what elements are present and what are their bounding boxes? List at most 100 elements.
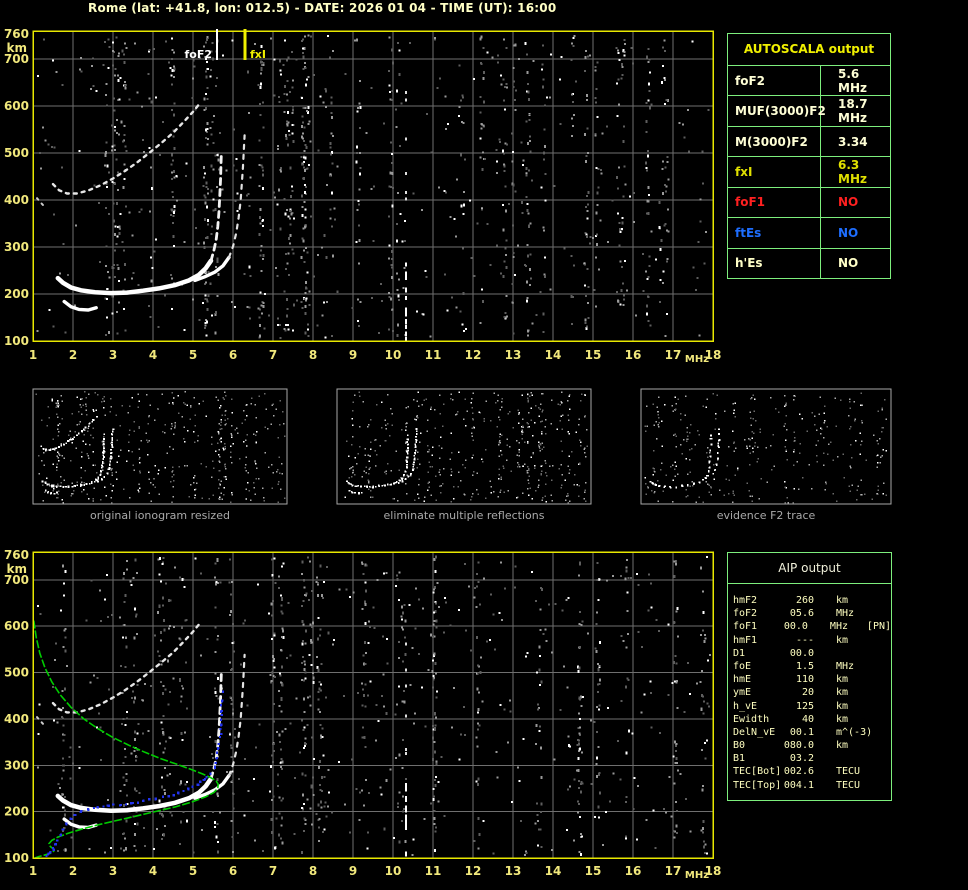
parameter-unit: TECU: [836, 779, 861, 791]
parameter-value: 3.34: [838, 134, 868, 149]
autoscala-row: h'Es NO: [728, 248, 890, 278]
aip-row: foF2 05.6 MHz: [733, 607, 891, 620]
aip-output-table: AIP output hmF2 260 km foF2 05.6 MHz foF1 00.0 M…: [727, 552, 892, 801]
parameter-label: hmE: [733, 674, 752, 686]
parameter-label: TEC[Top]: [733, 779, 782, 791]
svg-text:17: 17: [665, 864, 682, 878]
aip-table-title: AIP output: [728, 553, 891, 584]
parameter-value: 00.0: [783, 621, 808, 633]
svg-text:3: 3: [109, 348, 117, 362]
aip-row: hmF2 260 km: [733, 594, 891, 607]
aip-row: h_vE 125 km: [733, 700, 891, 713]
svg-text:100: 100: [4, 851, 29, 865]
parameter-label: D1: [733, 647, 746, 659]
svg-text:15: 15: [585, 348, 602, 362]
svg-text:11: 11: [425, 348, 442, 362]
aip-row: B0 080.0 km: [733, 739, 891, 752]
svg-text:10: 10: [385, 348, 402, 362]
parameter-unit: km: [836, 674, 849, 686]
parameter-label: hmF2: [733, 595, 758, 606]
parameter-label: B0: [733, 740, 746, 752]
svg-text:12: 12: [465, 348, 482, 362]
autoscala-row: fxI 6.3 MHz: [728, 157, 890, 188]
parameter-unit: km: [836, 634, 849, 646]
aip-table-rows: hmF2 260 km foF2 05.6 MHz foF1 00.0 MHz [PN] hmF1 -…: [728, 584, 891, 792]
parameter-label: foE: [733, 660, 752, 672]
parameter-unit: MHz: [836, 660, 855, 672]
aip-row: foE 1.5 MHz: [733, 660, 891, 673]
parameter-value: 1.5: [795, 660, 814, 672]
parameter-value: 40: [801, 713, 814, 725]
aip-row: B1 03.2: [733, 752, 891, 765]
aip-row: hmF1 --- km: [733, 634, 891, 647]
autoscala-table-title: AUTOSCALA output: [728, 34, 890, 66]
parameter-value: ---: [795, 634, 814, 646]
parameter-label: hmF1: [733, 634, 758, 646]
aip-row: DelN_vE 00.1 m^(-3): [733, 726, 891, 739]
parameter-label: foF2: [728, 66, 821, 96]
svg-text:400: 400: [4, 193, 29, 207]
parameter-label: ftEs: [728, 218, 821, 248]
svg-text:3: 3: [109, 864, 117, 878]
svg-text:400: 400: [4, 712, 29, 726]
svg-text:200: 200: [4, 805, 29, 819]
svg-text:6: 6: [229, 864, 237, 878]
svg-text:500: 500: [4, 666, 29, 680]
svg-text:foF2: foF2: [184, 48, 212, 61]
parameter-value: 260: [795, 595, 814, 606]
svg-text:500: 500: [4, 146, 29, 160]
svg-text:4: 4: [149, 864, 157, 878]
svg-text:18: 18: [705, 864, 722, 878]
parameter-note: [PN]: [866, 621, 892, 633]
svg-text:300: 300: [4, 758, 29, 772]
parameter-value: NO: [838, 225, 859, 240]
svg-text:16: 16: [625, 348, 642, 362]
svg-text:1: 1: [29, 348, 37, 362]
page-title: Rome (lat: +41.8, lon: 012.5) - DATE: 20…: [88, 1, 557, 15]
parameter-label: foF2: [733, 608, 758, 620]
parameter-unit: MHz: [836, 608, 855, 620]
svg-text:2: 2: [69, 348, 77, 362]
aip-row: TEC[Bot] 002.6 TECU: [733, 765, 891, 778]
parameter-value: 00.1: [789, 726, 814, 738]
svg-text:8: 8: [309, 864, 317, 878]
svg-text:fxI: fxI: [250, 48, 266, 61]
svg-text:2: 2: [69, 864, 77, 878]
svg-text:MHz: MHz: [685, 354, 709, 365]
parameter-unit: km: [836, 687, 849, 699]
parameter-label: h'Es: [728, 248, 821, 278]
parameter-unit: MHz: [829, 621, 848, 633]
thumbnail-caption-original: original ionogram resized: [90, 509, 230, 522]
parameter-value: NO: [838, 195, 859, 210]
parameter-value: 080.0: [783, 740, 814, 752]
parameter-value: 004.1: [783, 779, 814, 791]
parameter-label: foF1: [728, 187, 821, 218]
parameter-label: B1: [733, 753, 746, 765]
svg-text:1: 1: [29, 864, 37, 878]
svg-text:7: 7: [269, 348, 277, 362]
parameter-label: Ewidth: [733, 713, 770, 725]
svg-text:4: 4: [149, 348, 157, 362]
parameter-value: 18.7 MHz: [838, 97, 868, 126]
svg-text:11: 11: [425, 864, 442, 878]
svg-text:700: 700: [4, 573, 29, 587]
parameter-value: 20: [801, 687, 814, 699]
svg-text:16: 16: [625, 864, 642, 878]
svg-text:km: km: [7, 562, 27, 576]
svg-text:18: 18: [705, 348, 722, 362]
aip-row: D1 00.0: [733, 647, 891, 660]
aip-row: TEC[Top] 004.1 TECU: [733, 779, 891, 792]
parameter-label: ymE: [733, 687, 752, 699]
svg-text:9: 9: [349, 348, 357, 362]
parameter-label: foF1: [733, 621, 758, 633]
aip-row: Ewidth 40 km: [733, 713, 891, 726]
parameter-unit: [836, 752, 876, 765]
parameter-value: 05.6: [789, 608, 814, 620]
svg-text:17: 17: [665, 348, 682, 362]
svg-text:100: 100: [4, 334, 29, 348]
parameter-label: M(3000)F2: [728, 126, 821, 157]
svg-text:760: 760: [4, 548, 29, 562]
svg-text:km: km: [7, 41, 27, 55]
